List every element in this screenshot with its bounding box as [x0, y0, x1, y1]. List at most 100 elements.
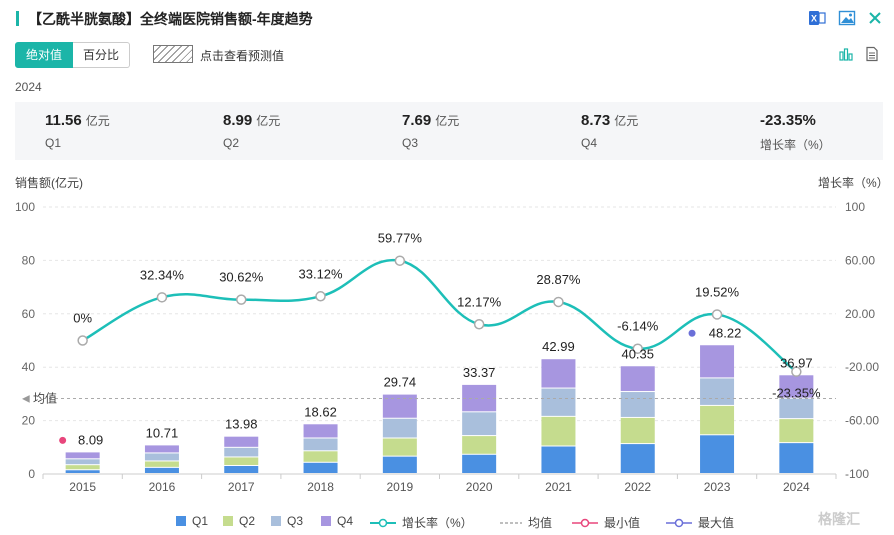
- bar-q4: [620, 366, 655, 392]
- close-icon[interactable]: [866, 9, 884, 27]
- summary-q4-unit: 亿元: [614, 114, 639, 128]
- title-accent-bar: [16, 11, 19, 26]
- legend-growth-label: 增长率（%）: [402, 516, 473, 530]
- bar-q4: [303, 424, 338, 438]
- growth-point: [394, 255, 406, 266]
- bar-q2: [144, 461, 179, 467]
- y-left-tick-label: 100: [15, 200, 35, 214]
- total-label: 18.62: [304, 404, 337, 419]
- bar-q4: [462, 384, 497, 412]
- y-left-tick-label: 20: [22, 414, 36, 428]
- x-tick-label: 2018: [307, 480, 334, 494]
- legend-q3-swatch: [271, 516, 281, 526]
- bar-q3: [779, 398, 814, 419]
- bar-q2: [303, 451, 338, 462]
- excel-icon[interactable]: X: [808, 9, 826, 27]
- y-right-tick-label: 100: [845, 200, 865, 214]
- forecast-hatch-swatch[interactable]: [153, 45, 193, 63]
- legend-q3-label: Q3: [287, 514, 304, 528]
- growth-label: 59.77%: [378, 231, 423, 246]
- bar-q3: [620, 392, 655, 417]
- legend-min[interactable]: 最小值: [572, 514, 640, 531]
- growth-point: [77, 335, 88, 346]
- legend-max-icon: [666, 518, 692, 527]
- percentage-button[interactable]: 百分比: [73, 42, 131, 68]
- average-line-label: 均值: [33, 390, 57, 405]
- bar-q2: [541, 416, 576, 446]
- forecast-toggle-label[interactable]: 点击查看预测值: [200, 49, 285, 63]
- summary-q3-unit: 亿元: [435, 114, 460, 128]
- growth-line: [82, 258, 798, 373]
- bar-q3: [382, 418, 417, 438]
- growth-point: [236, 294, 247, 305]
- summary-growth-value: -23.35%: [760, 112, 816, 129]
- bar-q4: [779, 375, 814, 398]
- legend-max-label: 最大值: [698, 516, 735, 530]
- y-left-tick-label: 40: [22, 360, 36, 374]
- page-title: 【乙酰半胱氨酸】全终端医院销售额-年度趋势: [28, 11, 313, 27]
- watermark-logo: 格隆汇: [818, 511, 860, 527]
- legend-max[interactable]: 最大值: [666, 514, 734, 531]
- chart-header: 【乙酰半胱氨酸】全终端医院销售额-年度趋势 X: [0, 0, 894, 36]
- total-label: 42.99: [542, 339, 575, 354]
- growth-label: 19.52%: [695, 284, 740, 299]
- y-axis-left-title: 销售额(亿元): [15, 176, 83, 190]
- bar-q2: [779, 419, 814, 443]
- bar-q2: [620, 417, 655, 444]
- total-label: 40.35: [621, 346, 654, 361]
- x-tick-label: 2019: [386, 480, 413, 494]
- summary-q4-value: 8.73: [581, 112, 611, 129]
- bar-q1: [700, 435, 735, 473]
- summary-q3: 7.69 亿元 Q3: [402, 112, 459, 150]
- summary-growth-label: 增长率（%）: [760, 138, 831, 152]
- bar-q2: [700, 405, 735, 435]
- growth-point: [156, 292, 168, 303]
- growth-label: 30.62%: [219, 270, 264, 285]
- bar-q1: [620, 444, 655, 473]
- summary-q2-unit: 亿元: [256, 114, 281, 128]
- y-right-tick-label: -100: [845, 467, 869, 481]
- average-line-arrow-icon: ◀: [22, 393, 30, 404]
- growth-label: 28.87%: [536, 272, 581, 287]
- legend-growth-line-icon: [370, 518, 396, 527]
- bar-q3: [700, 378, 735, 405]
- growth-label: 33.12%: [299, 266, 344, 281]
- summary-q2-label: Q2: [223, 136, 240, 150]
- chart-legend: Q1 Q2 Q3 Q4 增长率（%） 均值 最小值 最大值: [0, 514, 894, 532]
- summary-q1-label: Q1: [45, 136, 62, 150]
- legend-q2-swatch: [223, 516, 233, 526]
- growth-point: [791, 366, 802, 377]
- x-tick-label: 2024: [783, 480, 810, 494]
- growth-point: [473, 319, 485, 330]
- growth-label: 32.34%: [140, 267, 185, 282]
- bar-q1: [303, 462, 338, 473]
- absolute-value-button[interactable]: 绝对值: [15, 42, 74, 68]
- legend-q2[interactable]: Q2: [223, 514, 255, 528]
- bar-q4: [700, 345, 735, 378]
- bar-q1: [65, 470, 100, 473]
- x-tick-label: 2016: [149, 480, 176, 494]
- bar-q3: [224, 447, 259, 457]
- y-right-tick-label: -60.00: [845, 414, 879, 428]
- summary-q2-value: 8.99: [223, 112, 253, 129]
- legend-average[interactable]: 均值: [500, 514, 552, 531]
- legend-q2-label: Q2: [239, 514, 256, 528]
- bar-q4: [144, 445, 179, 453]
- total-label: 13.98: [225, 417, 258, 432]
- bar-q4: [224, 436, 259, 447]
- growth-label: 0%: [73, 311, 92, 326]
- legend-q4[interactable]: Q4: [321, 514, 353, 528]
- table-icon[interactable]: [864, 46, 880, 62]
- legend-q3[interactable]: Q3: [271, 514, 303, 528]
- summary-q2: 8.99 亿元 Q2: [223, 112, 280, 150]
- growth-point: [711, 309, 723, 320]
- summary-growth: -23.35% 增长率（%）: [760, 112, 831, 153]
- image-icon[interactable]: [838, 9, 856, 27]
- legend-q1[interactable]: Q1: [176, 514, 208, 528]
- growth-point: [315, 291, 326, 302]
- svg-text:X: X: [811, 14, 817, 24]
- legend-growth[interactable]: 增长率（%）: [370, 514, 473, 531]
- bar-chart-icon[interactable]: [838, 46, 854, 62]
- y-right-tick-label: 60.00: [845, 253, 875, 267]
